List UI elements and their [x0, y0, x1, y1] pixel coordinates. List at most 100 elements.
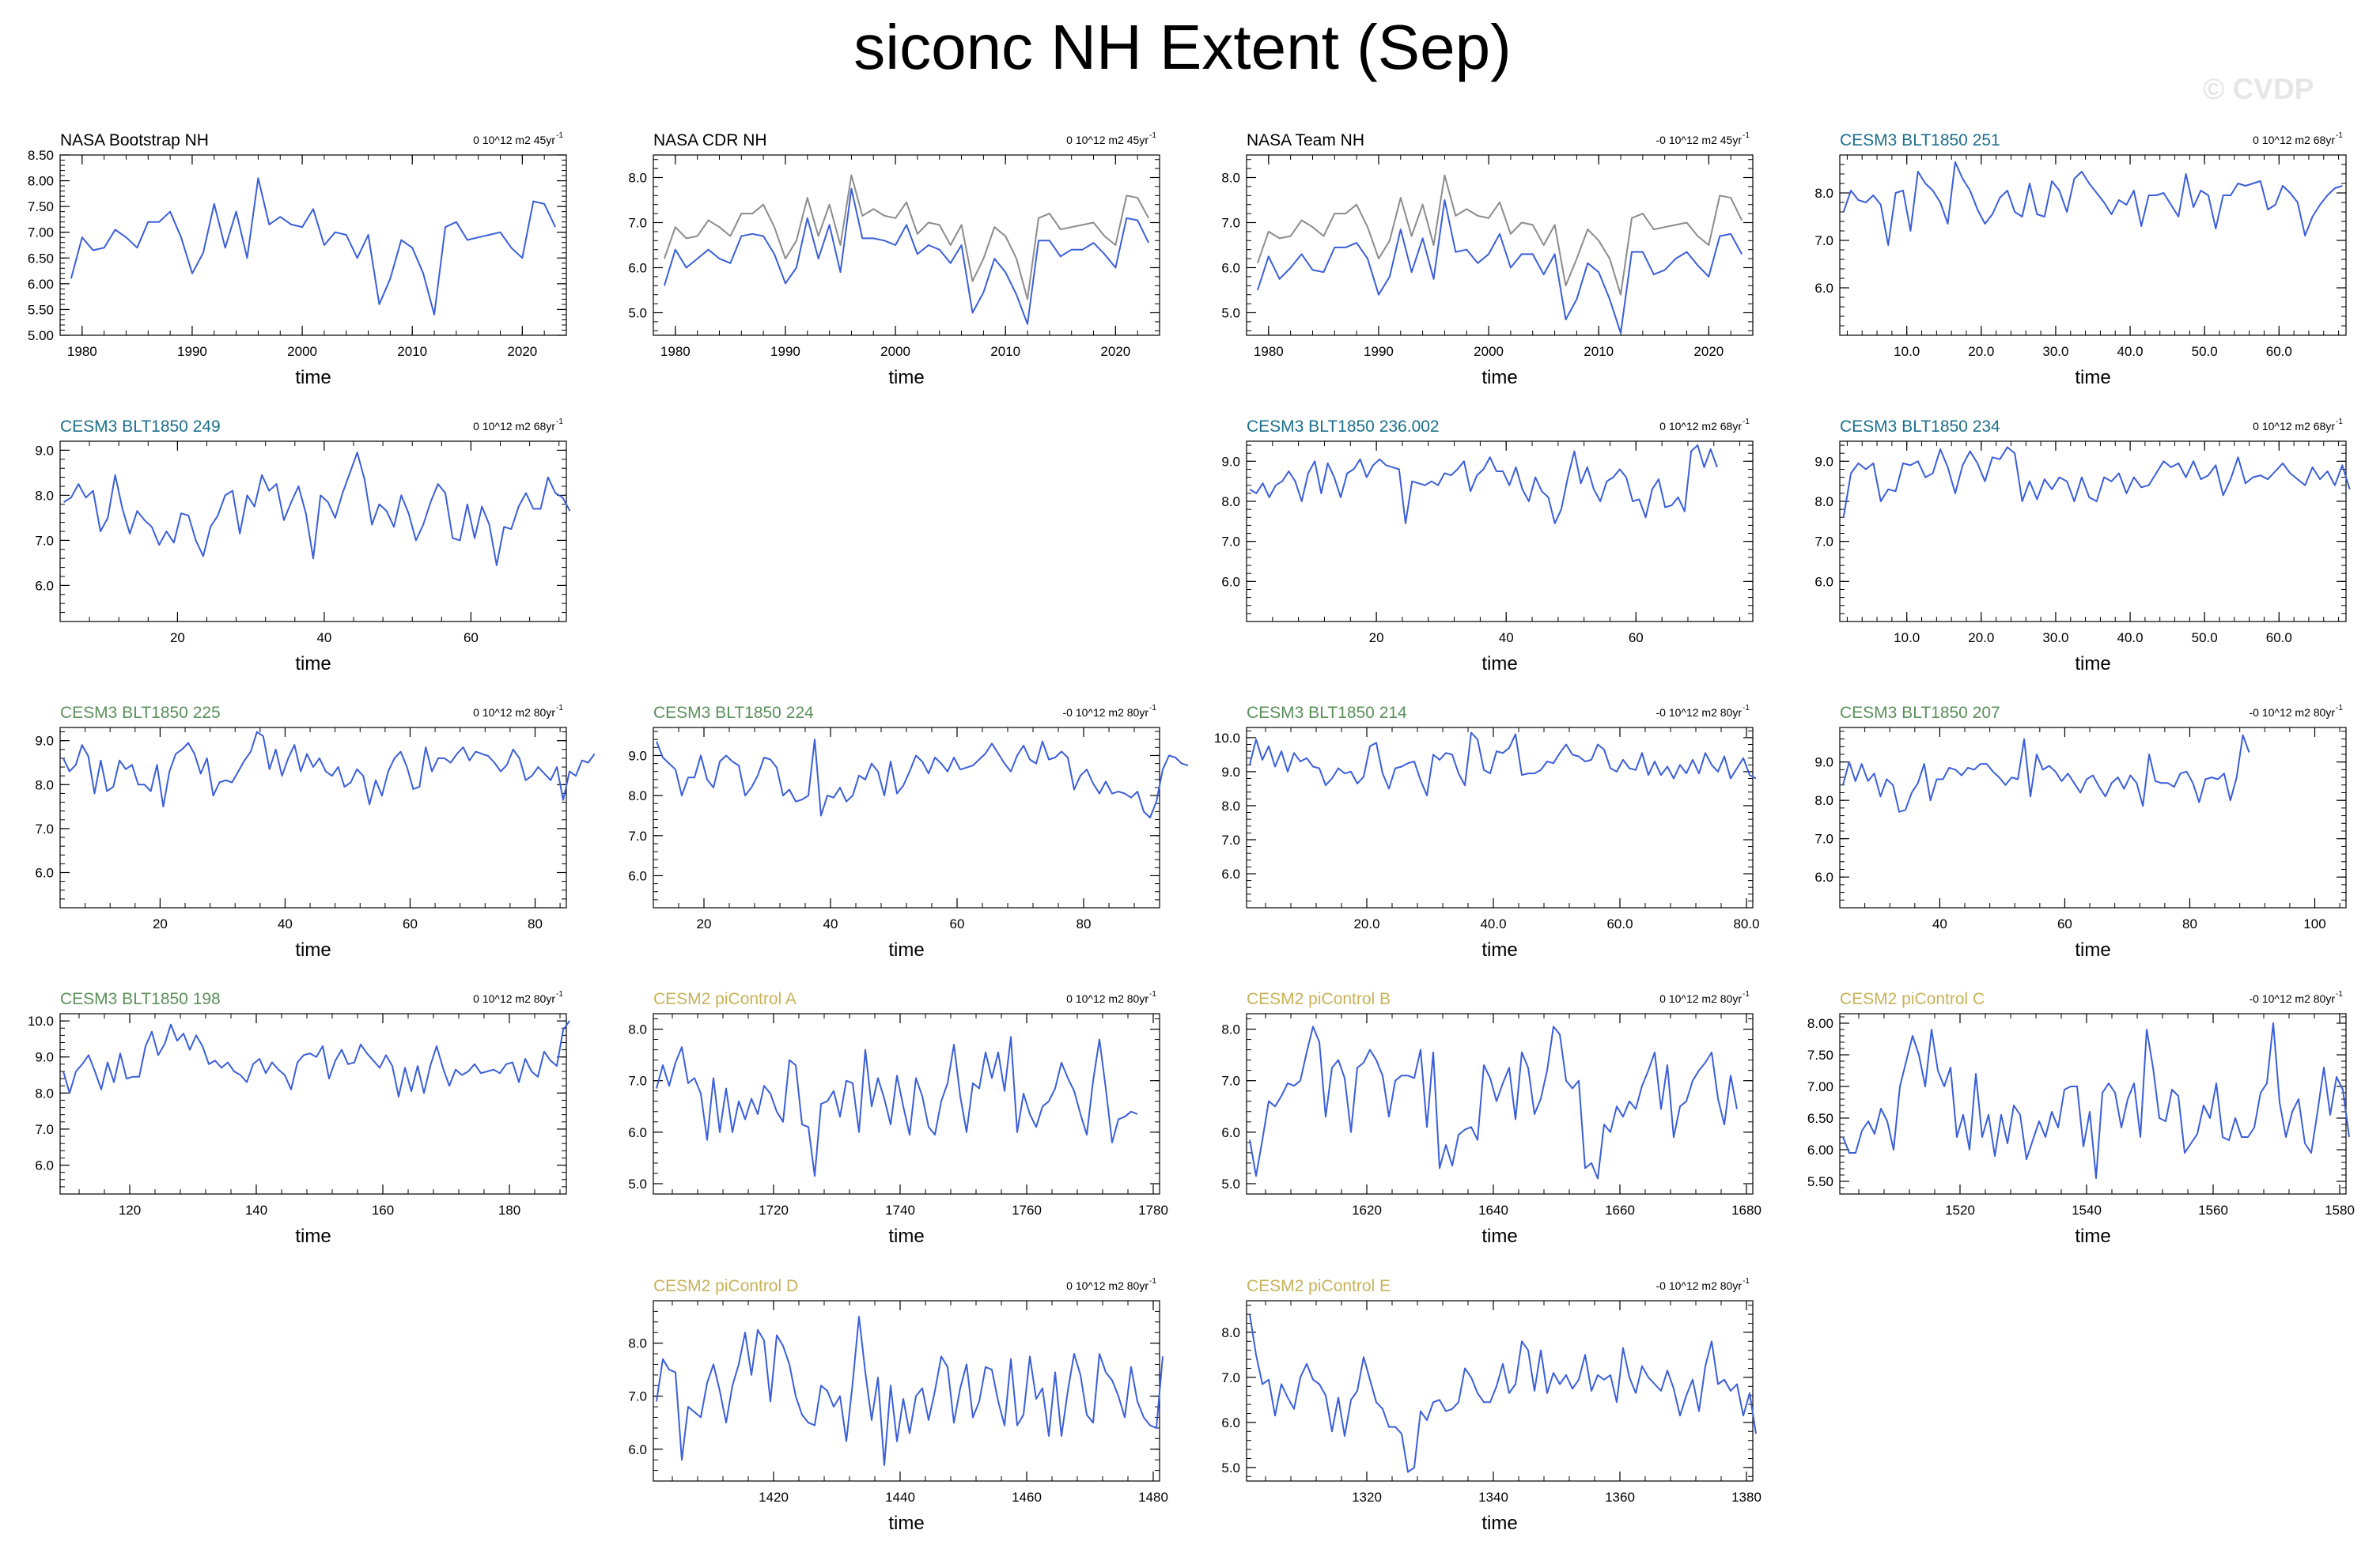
- chart-panel: CESM2 piControl B 0 10^12 m2 80yr -1 5.0 6.0…: [1221, 990, 1761, 1247]
- x-tick-label: 1420: [759, 1490, 789, 1505]
- chart-panel: CESM3 BLT1850 236.002 0 10^12 m2 68yr -1 6.…: [1221, 418, 1754, 674]
- chart-panel: CESM2 piControl A 0 10^12 m2 80yr -1 5.0 6.0…: [628, 990, 1168, 1247]
- y-tick-label: 6.0: [35, 578, 54, 593]
- x-tick-label: 1740: [885, 1203, 915, 1218]
- x-tick-label: 1720: [759, 1203, 789, 1218]
- x-axis-label: time: [1481, 1513, 1517, 1534]
- x-tick-label: 2010: [397, 344, 427, 359]
- y-tick-label: 8.0: [35, 1086, 54, 1101]
- y-tick-label: 9.0: [628, 748, 647, 763]
- chart-title: CESM3 BLT1850 236.002: [1247, 418, 1440, 436]
- x-axis-label: time: [295, 1226, 331, 1247]
- y-tick-label: 9.0: [1221, 765, 1240, 780]
- x-tick-label: 1480: [1138, 1490, 1168, 1505]
- x-axis-label: time: [1481, 367, 1517, 388]
- y-tick-label: 7.0: [1221, 833, 1240, 848]
- chart-title: CESM2 piControl C: [1840, 990, 1985, 1008]
- y-tick-label: 8.0: [628, 1336, 647, 1351]
- series-line: [62, 1020, 570, 1098]
- chart-units-exponent: -1: [1743, 1277, 1750, 1286]
- plot-frame: [653, 1013, 1160, 1195]
- series-line: [656, 1036, 1138, 1177]
- y-tick-label: 8.00: [28, 174, 54, 189]
- x-tick-label: 1680: [1731, 1203, 1761, 1218]
- x-tick-label: 20.0: [1353, 916, 1379, 931]
- y-tick-label: 7.0: [1814, 535, 1833, 550]
- y-tick-label: 7.0: [1221, 1370, 1240, 1385]
- x-tick-label: 1990: [770, 344, 800, 359]
- y-tick-label: 8.0: [628, 171, 647, 186]
- x-tick-label: 40: [278, 916, 293, 931]
- y-tick-label: 5.50: [28, 302, 54, 317]
- chart-title: CESM3 BLT1850 224: [653, 704, 814, 722]
- x-tick-label: 2010: [990, 344, 1020, 359]
- y-tick-label: 7.0: [35, 533, 54, 548]
- chart-units-exponent: -1: [1149, 1277, 1156, 1286]
- x-tick-label: 1980: [660, 344, 691, 359]
- x-tick-label: 40: [1499, 630, 1514, 645]
- y-tick-label: 7.0: [628, 216, 647, 231]
- y-tick-label: 6.0: [1221, 1415, 1240, 1430]
- x-axis-label: time: [295, 367, 331, 388]
- series-line: [663, 187, 1149, 325]
- y-tick-label: 8.0: [35, 777, 54, 792]
- chart-panel: CESM3 BLT1850 225 0 10^12 m2 80yr -1 6.0 7.0…: [35, 704, 596, 961]
- x-axis-label: time: [888, 1226, 924, 1247]
- x-tick-label: 1580: [2325, 1203, 2355, 1218]
- chart-title: CESM3 BLT1850 214: [1247, 704, 1407, 722]
- y-tick-label: 9.0: [1814, 755, 1833, 770]
- plot-frame: [1246, 154, 1754, 336]
- chart-units-exponent: -1: [1743, 990, 1750, 999]
- x-tick-label: 1380: [1731, 1490, 1761, 1505]
- y-tick-label: 7.0: [1221, 216, 1240, 231]
- chart-title: NASA CDR NH: [653, 131, 767, 149]
- chart-panel: CESM2 piControl D 0 10^12 m2 80yr -1 6.0 7.0…: [628, 1277, 1168, 1534]
- x-axis-label: time: [295, 653, 331, 674]
- x-tick-label: 180: [498, 1203, 520, 1218]
- y-tick-label: 8.0: [1814, 186, 1833, 201]
- x-tick-label: 20: [170, 630, 185, 645]
- chart-units: 0 10^12 m2 80yr: [473, 706, 555, 719]
- y-tick-label: 5.00: [28, 328, 54, 343]
- chart-units-exponent: -1: [2336, 990, 2343, 999]
- chart-panel: CESM3 BLT1850 234 0 10^12 m2 68yr -1 6.0 7.0…: [1814, 418, 2351, 674]
- chart-title: CESM2 piControl E: [1247, 1277, 1391, 1295]
- x-axis-label: time: [888, 1513, 924, 1534]
- x-axis-label: time: [888, 939, 924, 961]
- plot-frame: [1839, 440, 2347, 622]
- y-tick-label: 5.0: [628, 1177, 647, 1192]
- chart-units-exponent: -1: [1743, 131, 1750, 140]
- x-tick-label: 60: [1629, 630, 1644, 645]
- chart-units: 0 10^12 m2 68yr: [473, 420, 555, 433]
- chart-units-exponent: -1: [1743, 418, 1750, 426]
- chart-units: 0 10^12 m2 45yr: [473, 134, 555, 146]
- x-tick-label: 1560: [2198, 1203, 2228, 1218]
- x-tick-label: 60: [2057, 916, 2072, 931]
- y-tick-label: 8.0: [628, 1022, 647, 1037]
- chart-units: -0 10^12 m2 80yr: [2249, 706, 2335, 719]
- chart-units-exponent: -1: [1149, 131, 1156, 140]
- y-tick-label: 5.0: [628, 306, 647, 321]
- y-tick-label: 8.0: [1814, 793, 1833, 808]
- chart-units: -0 10^12 m2 45yr: [1656, 134, 1742, 146]
- x-tick-label: 1360: [1605, 1490, 1635, 1505]
- chart-units: -0 10^12 m2 80yr: [1656, 706, 1742, 719]
- y-tick-label: 6.0: [1221, 261, 1240, 276]
- chart-panel: CESM3 BLT1850 224 -0 10^12 m2 80yr -1 6.0 7.…: [628, 704, 1189, 961]
- chart-units: 0 10^12 m2 68yr: [1659, 420, 1742, 433]
- x-tick-label: 2000: [287, 344, 317, 359]
- chart-panel: NASA Bootstrap NH 0 10^12 m2 45yr -1 5.00 5.…: [28, 131, 567, 388]
- x-axis-label: time: [1481, 653, 1517, 674]
- y-tick-label: 7.00: [1807, 1079, 1833, 1094]
- y-tick-label: 7.0: [1814, 233, 1833, 248]
- x-tick-label: 10.0: [1894, 630, 1920, 645]
- chart-units-exponent: -1: [556, 990, 563, 999]
- x-tick-label: 60: [950, 916, 965, 931]
- x-tick-label: 40.0: [2117, 630, 2144, 645]
- watermark: © CVDP: [2203, 73, 2314, 105]
- x-tick-label: 2010: [1584, 344, 1614, 359]
- y-tick-label: 6.0: [1814, 574, 1833, 589]
- x-axis-label: time: [2075, 367, 2110, 388]
- y-tick-label: 6.0: [628, 1442, 647, 1457]
- chart-units-exponent: -1: [1149, 704, 1156, 712]
